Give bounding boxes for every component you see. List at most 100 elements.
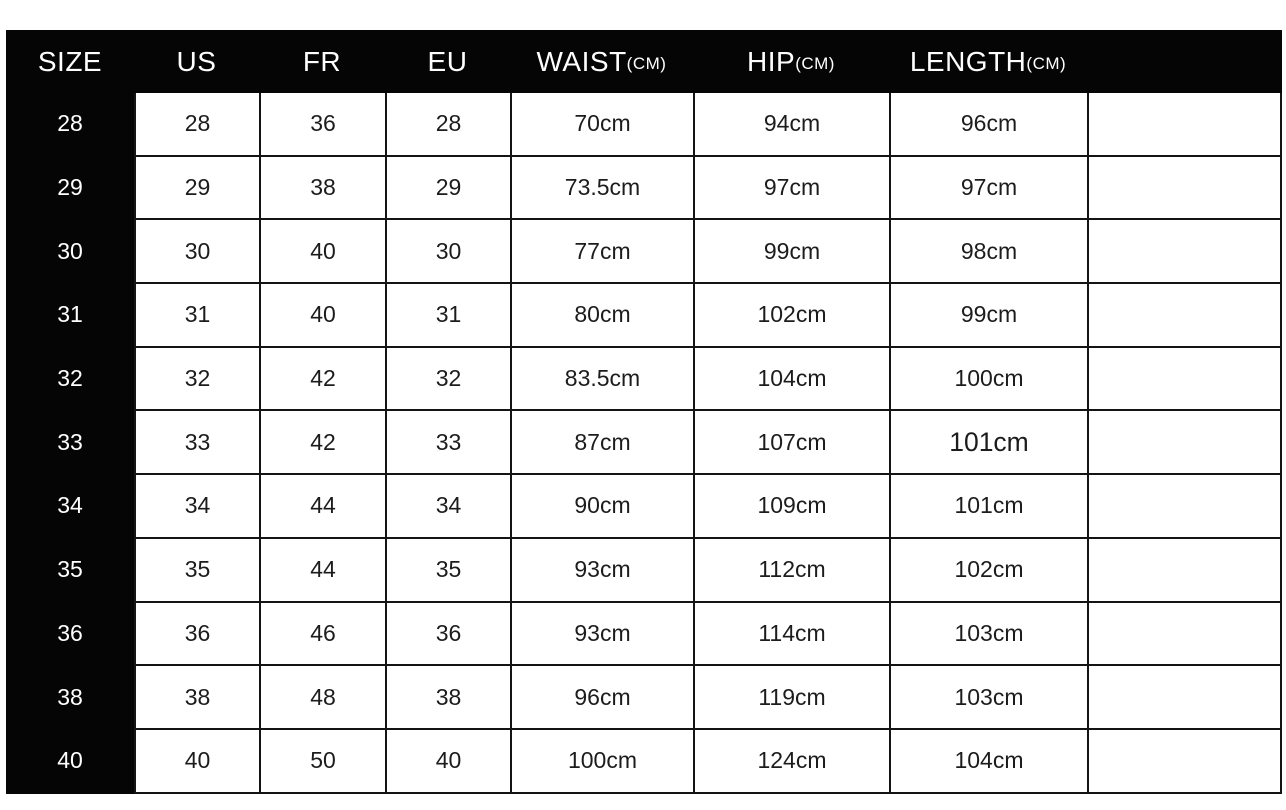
col-header-label: SIZE	[37, 45, 103, 77]
table-cell: 28	[385, 93, 510, 157]
col-header-size: SIZE	[6, 30, 134, 93]
table-cell: 35	[134, 538, 259, 603]
table-cell: 100cm	[889, 347, 1087, 412]
table-row: 40 40 50 40 100cm 124cm 104cm	[6, 729, 1282, 794]
row-size-label: 30	[6, 220, 134, 285]
table-row: 34 34 44 34 90cm 109cm 101cm	[6, 475, 1282, 539]
col-header-label: EU	[427, 45, 468, 77]
table-cell: 30	[385, 220, 510, 285]
table-cell: 97cm	[889, 156, 1087, 221]
table-cell: 101cm	[889, 475, 1087, 539]
col-header-label: FR	[302, 45, 342, 77]
col-header-fr: FR	[259, 30, 385, 93]
table-cell: 48	[259, 666, 385, 730]
row-size-label: 29	[6, 156, 134, 221]
table-cell: 124cm	[693, 729, 889, 794]
table-cell: 42	[259, 347, 385, 412]
table-cell: 36	[385, 602, 510, 667]
table-row: 31 31 40 31 80cm 102cm 99cm	[6, 284, 1282, 348]
table-cell: 32	[134, 347, 259, 412]
table-cell: 38	[134, 666, 259, 730]
table-cell: 31	[385, 284, 510, 348]
table-row: 35 35 44 35 93cm 112cm 102cm	[6, 538, 1282, 603]
table-cell: 97cm	[693, 156, 889, 221]
row-size-label: 28	[6, 93, 134, 157]
row-size-label: 36	[6, 602, 134, 667]
col-header-unit: (CM)	[1026, 54, 1067, 73]
table-cell: 38	[259, 156, 385, 221]
table-cell	[1087, 729, 1282, 794]
table-cell: 44	[259, 538, 385, 603]
col-header-waist: WAIST (CM)	[510, 30, 693, 93]
col-header-us: US	[134, 30, 259, 93]
table-cell: 99cm	[693, 220, 889, 285]
row-size-label: 31	[6, 284, 134, 348]
table-cell: 40	[134, 729, 259, 794]
table-cell: 104cm	[889, 729, 1087, 794]
table-cell: 29	[134, 156, 259, 221]
table-cell: 38	[385, 666, 510, 730]
table-cell: 42	[259, 411, 385, 476]
table-cell: 33	[385, 411, 510, 476]
table-cell: 29	[385, 156, 510, 221]
table-cell	[1087, 538, 1282, 603]
col-header-unit: (CM)	[626, 54, 667, 73]
table-body: 28 28 36 28 70cm 94cm 96cm 29 29 38 29 73.5cm 97cm 97…	[6, 93, 1282, 794]
col-header-length: LENGTH (CM)	[889, 30, 1087, 93]
table-cell	[1087, 220, 1282, 285]
col-header-empty	[1087, 30, 1282, 93]
table-cell	[1087, 602, 1282, 667]
table-cell: 32	[385, 347, 510, 412]
table-cell: 112cm	[693, 538, 889, 603]
row-size-label: 35	[6, 538, 134, 603]
table-cell: 40	[259, 284, 385, 348]
size-chart-table: SIZE US FR EU WAIST (CM) HIP (CM) LENGTH (C…	[6, 30, 1282, 794]
col-header-label: WAIST	[536, 45, 627, 77]
table-cell: 93cm	[510, 602, 693, 667]
table-cell	[1087, 475, 1282, 539]
table-cell: 99cm	[889, 284, 1087, 348]
table-row: 32 32 42 32 83.5cm 104cm 100cm	[6, 347, 1282, 412]
table-cell: 40	[259, 220, 385, 285]
table-cell: 104cm	[693, 347, 889, 412]
table-row: 30 30 40 30 77cm 99cm 98cm	[6, 220, 1282, 285]
col-header-label: HIP	[747, 45, 796, 77]
table-cell: 96cm	[510, 666, 693, 730]
table-row: 29 29 38 29 73.5cm 97cm 97cm	[6, 156, 1282, 221]
col-header-label: US	[176, 45, 217, 77]
table-row: 28 28 36 28 70cm 94cm 96cm	[6, 93, 1282, 157]
row-size-label: 40	[6, 729, 134, 794]
table-cell: 34	[134, 475, 259, 539]
table-cell: 102cm	[693, 284, 889, 348]
table-cell: 70cm	[510, 93, 693, 157]
table-cell	[1087, 666, 1282, 730]
table-cell: 96cm	[889, 93, 1087, 157]
table-cell: 80cm	[510, 284, 693, 348]
table-cell: 93cm	[510, 538, 693, 603]
col-header-hip: HIP (CM)	[693, 30, 889, 93]
table-cell: 50	[259, 729, 385, 794]
table-cell: 98cm	[889, 220, 1087, 285]
table-cell: 119cm	[693, 666, 889, 730]
table-row: 33 33 42 33 87cm 107cm 101cm	[6, 411, 1282, 476]
table-cell	[1087, 156, 1282, 221]
row-size-label: 32	[6, 347, 134, 412]
table-cell: 100cm	[510, 729, 693, 794]
table-cell: 33	[134, 411, 259, 476]
table-row: 38 38 48 38 96cm 119cm 103cm	[6, 666, 1282, 730]
table-cell: 90cm	[510, 475, 693, 539]
table-cell: 77cm	[510, 220, 693, 285]
table-cell: 103cm	[889, 666, 1087, 730]
col-header-eu: EU	[385, 30, 510, 93]
row-size-label: 34	[6, 475, 134, 539]
table-cell	[1087, 347, 1282, 412]
table-cell: 28	[134, 93, 259, 157]
table-cell: 114cm	[693, 602, 889, 667]
table-cell: 31	[134, 284, 259, 348]
table-cell: 102cm	[889, 538, 1087, 603]
col-header-unit: (CM)	[795, 54, 835, 73]
table-cell: 44	[259, 475, 385, 539]
table-cell: 103cm	[889, 602, 1087, 667]
table-cell: 73.5cm	[510, 156, 693, 221]
